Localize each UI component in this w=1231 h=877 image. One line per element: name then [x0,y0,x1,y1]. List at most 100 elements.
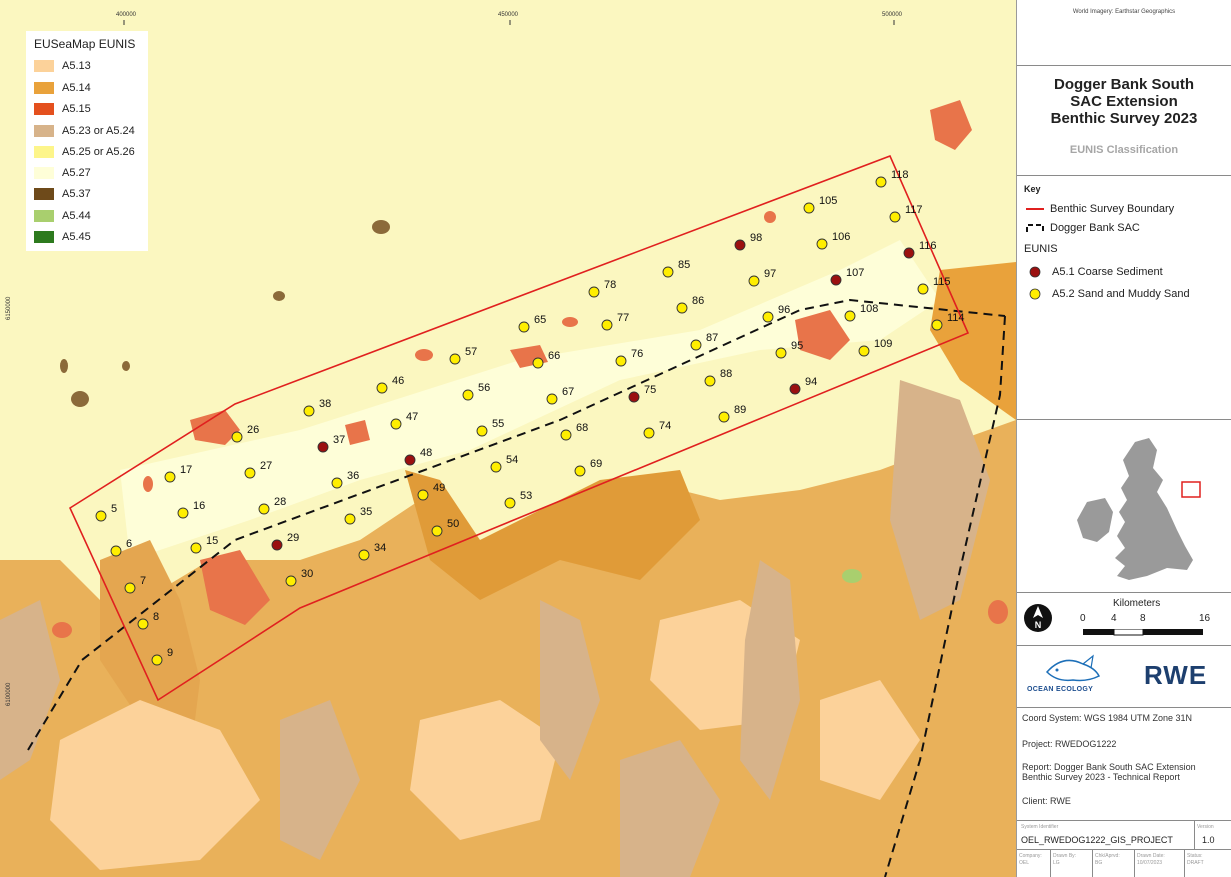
station-label-15: 15 [206,535,218,547]
habitat-a537-2 [273,291,285,301]
sand-station-7[interactable] [124,582,136,594]
sand-station-68[interactable] [560,429,572,441]
sand-station-8[interactable] [137,618,149,630]
footer-value: 10/07/2023 [1137,860,1163,866]
station-label-85: 85 [678,259,690,271]
station-label-115: 115 [933,276,951,288]
sand-station-50[interactable] [431,525,443,537]
station-points: 5678915161726272830343536384647495053545… [95,169,965,666]
station-label-16: 16 [193,500,205,512]
sand-station-118[interactable] [875,176,887,188]
footer-label: Drawn Date: [1137,853,1165,859]
legend-item-a515: A5.15 [34,101,91,117]
sand-station-16[interactable] [177,507,189,519]
sand-station-26[interactable] [231,431,243,443]
version-label: Version [1197,824,1214,830]
sand-station-34[interactable] [358,549,370,561]
legend-item-a523: A5.23 or A5.24 [34,123,135,139]
sand-station-76[interactable] [615,355,627,367]
north-letter: N [1035,620,1042,630]
legend-label: A5.37 [62,188,91,200]
sand-station-35[interactable] [344,513,356,525]
sand-station-77[interactable] [601,319,613,331]
sand-station-86[interactable] [676,302,688,314]
sand-station-96[interactable] [762,311,774,323]
coarse-sediment-station-94[interactable] [789,383,801,395]
sand-station-89[interactable] [718,411,730,423]
sand-station-27[interactable] [244,467,256,479]
sand-station-6[interactable] [110,545,122,557]
sand-station-53[interactable] [504,497,516,509]
sand-station-97[interactable] [748,275,760,287]
sand-station-55[interactable] [476,425,488,437]
map-title-line-3: Benthic Survey 2023 [1050,110,1198,127]
sand-station-57[interactable] [449,353,461,365]
legend-swatch [34,60,54,72]
map-frame[interactable]: 5 6 7 8 9 15 16 17 26 27 28 30 34 35 36 38 46 47 49 50 53 54 5… [0,0,1017,877]
sand-station-9[interactable] [151,654,163,666]
survey-location-marker [1181,481,1201,498]
sand-station-17[interactable] [164,471,176,483]
station-label-106: 106 [832,231,850,243]
sand-station-54[interactable] [490,461,502,473]
station-label-7: 7 [140,575,146,587]
sand-station-38[interactable] [303,405,315,417]
map-canvas[interactable]: 5678915161726272830343536384647495053545… [0,0,1016,877]
sand-station-74[interactable] [643,427,655,439]
legend-label: A5.15 [62,103,91,115]
sand-station-78[interactable] [588,286,600,298]
sand-station-56[interactable] [462,389,474,401]
sand-station-106[interactable] [816,238,828,250]
eunis-legend: EUSeaMap EUNIS A5.13 A5.14 A5.15 A5.23 o… [26,31,148,251]
sand-station-105[interactable] [803,202,815,214]
coarse-sediment-station-29[interactable] [271,539,283,551]
coarse-sediment-station-75[interactable] [628,391,640,403]
key-row-coarse: A5.1 Coarse Sediment [1026,265,1163,279]
coarse-sediment-station-116[interactable] [903,247,915,259]
sand-station-15[interactable] [190,542,202,554]
dogger-bank-sac-line [27,298,1006,751]
sand-station-67[interactable] [546,393,558,405]
sand-station-30[interactable] [285,575,297,587]
station-label-97: 97 [764,268,776,280]
sand-station-88[interactable] [704,375,716,387]
map-title-box: Dogger Bank South SAC Extension Benthic … [1017,66,1231,176]
sand-station-5[interactable] [95,510,107,522]
sand-station-109[interactable] [858,345,870,357]
sand-station-47[interactable] [390,418,402,430]
sand-station-66[interactable] [532,357,544,369]
station-label-114: 114 [947,312,965,324]
coarse-sediment-station-107[interactable] [830,274,842,286]
station-label-95: 95 [791,340,803,352]
sand-station-114[interactable] [931,319,943,331]
sand-station-69[interactable] [574,465,586,477]
coarse-sediment-station-48[interactable] [404,454,416,466]
ocean-ecology-logo-text: OCEAN ECOLOGY [1027,686,1094,693]
station-label-17: 17 [180,464,192,476]
ocean-ecology-fish-icon [1045,654,1101,682]
sand-station-49[interactable] [417,489,429,501]
footer-label: Chk/Aprvd: [1095,853,1120,859]
key-label-coarse: A5.1 Coarse Sediment [1052,266,1163,278]
station-label-77: 77 [617,312,629,324]
habitat-a523-5 [280,700,360,860]
sand-station-117[interactable] [889,211,901,223]
habitat-a515-8 [415,349,433,361]
sand-station-95[interactable] [775,347,787,359]
habitat-a514-west [100,540,200,760]
sand-station-87[interactable] [690,339,702,351]
legend-swatch [34,188,54,200]
legend-label: A5.13 [62,60,91,72]
sand-station-108[interactable] [844,310,856,322]
sand-station-36[interactable] [331,477,343,489]
sand-station-28[interactable] [258,503,270,515]
station-label-105: 105 [819,195,837,207]
sand-station-115[interactable] [917,283,929,295]
coarse-sediment-station-37[interactable] [317,441,329,453]
coarse-sediment-station-98[interactable] [734,239,746,251]
sand-station-65[interactable] [518,321,530,333]
station-label-86: 86 [692,295,704,307]
sand-station-46[interactable] [376,382,388,394]
sand-station-85[interactable] [662,266,674,278]
station-label-48: 48 [420,447,432,459]
